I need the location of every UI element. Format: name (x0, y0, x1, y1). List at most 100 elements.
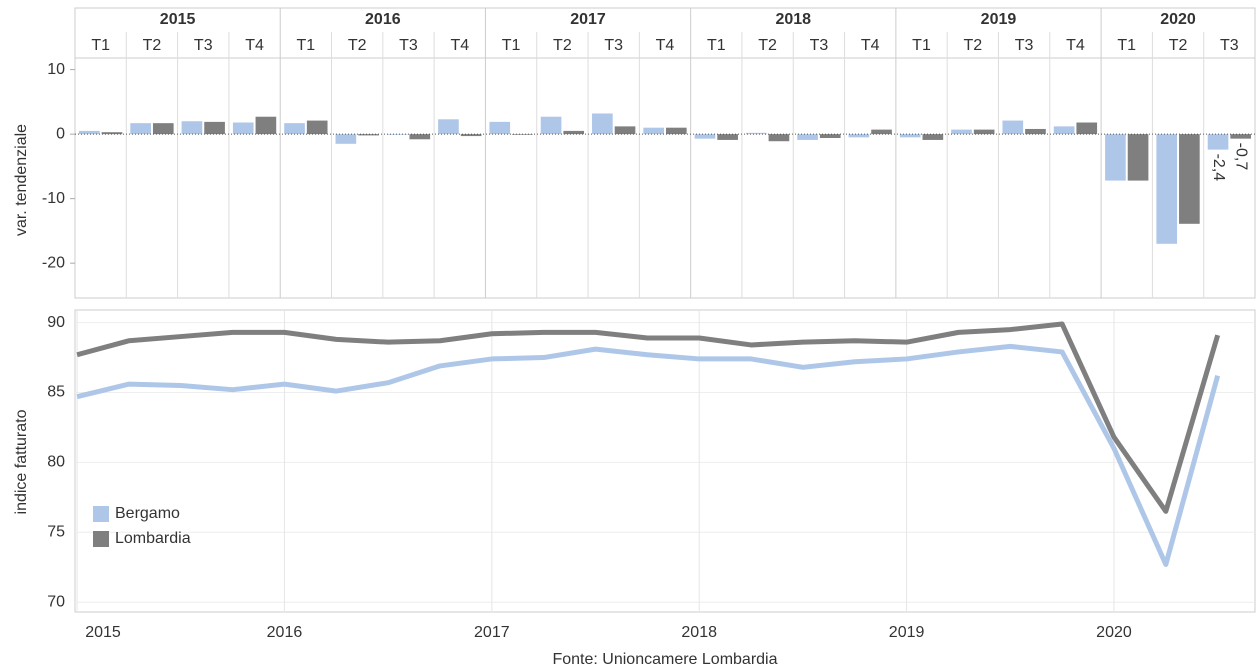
line (76, 343, 1221, 567)
y-tick-label: 90 (47, 314, 65, 331)
bar (181, 121, 203, 135)
quarter-label: T1 (1117, 37, 1136, 54)
quarter-label: T4 (1066, 37, 1085, 54)
quarter-label: T3 (194, 37, 213, 54)
bar (438, 119, 459, 135)
bar (489, 121, 511, 135)
bar (1002, 120, 1024, 135)
x-tick-label: 2015 (85, 624, 121, 641)
bar (797, 134, 818, 140)
year-label: 2020 (1160, 11, 1196, 28)
bar (768, 134, 790, 142)
plot-frame (74, 7, 1256, 299)
bar (871, 129, 892, 135)
bar (460, 134, 482, 137)
bar (643, 127, 664, 135)
y-tick-label: -20 (42, 254, 65, 271)
quarter-label: T3 (1220, 37, 1239, 54)
bar (614, 126, 636, 135)
y-tick-label: 85 (47, 384, 65, 401)
bar (1230, 134, 1251, 139)
bar (563, 130, 585, 135)
bar (1076, 122, 1098, 135)
x-tick-label: 2018 (681, 624, 717, 641)
line (76, 321, 1221, 514)
year-label: 2017 (570, 11, 606, 28)
bar (1179, 134, 1200, 224)
bar (540, 116, 562, 135)
y-tick-label: 10 (47, 61, 65, 78)
quarter-label: T4 (656, 37, 675, 54)
bar (152, 123, 174, 135)
bar (1127, 134, 1149, 181)
quarter-label: T2 (553, 37, 572, 54)
bar (284, 123, 305, 135)
bar (130, 123, 151, 135)
quarter-label: T2 (143, 37, 162, 54)
y-axis-label: indice fatturato (13, 409, 30, 514)
bar (306, 120, 328, 135)
bar (848, 134, 870, 138)
legend-label: Lombardia (115, 530, 191, 547)
bar (922, 134, 944, 140)
year-label: 2015 (160, 11, 196, 28)
bar (409, 134, 431, 140)
bar (973, 129, 995, 135)
bar (1025, 128, 1046, 135)
quarter-label: T1 (912, 37, 931, 54)
legend-swatch (93, 531, 109, 547)
quarter-label: T4 (245, 37, 264, 54)
bar (255, 116, 277, 135)
plot-frame (74, 309, 1256, 613)
bar (204, 121, 225, 135)
y-tick-label: -10 (42, 190, 65, 207)
quarter-label: T3 (810, 37, 829, 54)
bar (745, 132, 767, 135)
bar (232, 122, 254, 135)
quarter-label: T2 (758, 37, 777, 54)
source: Fonte: Unioncamere Lombardia (552, 651, 777, 668)
data-label: -0,7 (1232, 143, 1249, 171)
y-tick-label: 0 (56, 125, 65, 142)
bar (335, 134, 357, 144)
legend-swatch (93, 506, 109, 522)
y-axis-label: var. tendenziale (13, 124, 30, 236)
quarter-label: T3 (399, 37, 418, 54)
quarter-label: T1 (91, 37, 110, 54)
quarter-label: T1 (502, 37, 521, 54)
x-tick-label: 2017 (474, 624, 510, 641)
bar (1156, 134, 1178, 244)
bar (899, 134, 921, 138)
bar (592, 113, 613, 135)
bar (717, 134, 738, 140)
bar (694, 134, 716, 139)
quarter-label: T1 (707, 37, 726, 54)
bar (79, 130, 100, 135)
legend-label: Bergamo (115, 505, 180, 522)
bar (358, 134, 379, 136)
quarter-label: T3 (1015, 37, 1034, 54)
bar (666, 127, 687, 135)
y-tick-label: 80 (47, 454, 65, 471)
year-label: 2016 (365, 11, 401, 28)
data-label: -2,4 (1210, 154, 1227, 182)
quarter-label: T2 (1169, 37, 1188, 54)
quarter-label: T1 (297, 37, 316, 54)
bar (1105, 134, 1126, 181)
bar (1207, 134, 1229, 150)
quarter-label: T2 (963, 37, 982, 54)
quarter-label: T2 (348, 37, 367, 54)
x-tick-label: 2019 (889, 624, 925, 641)
year-label: 2019 (981, 11, 1017, 28)
year-label: 2018 (775, 11, 811, 28)
quarter-label: T3 (604, 37, 623, 54)
bar (1053, 126, 1075, 135)
bar (951, 129, 972, 135)
x-tick-label: 2020 (1096, 624, 1132, 641)
bar (101, 132, 123, 135)
y-tick-label: 75 (47, 524, 65, 541)
x-tick-label: 2016 (267, 624, 303, 641)
bar (819, 134, 841, 138)
quarter-label: T4 (450, 37, 469, 54)
